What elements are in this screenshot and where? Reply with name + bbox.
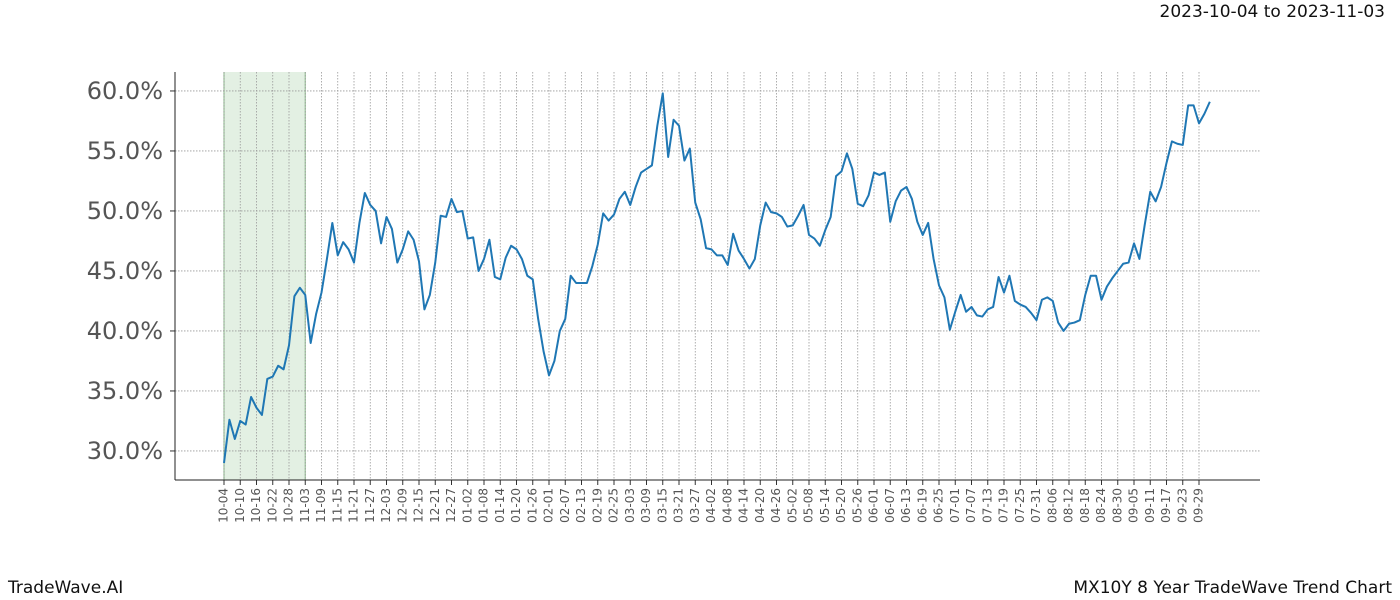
x-tick-label: 06-13 <box>899 488 913 523</box>
y-tick-label: 40.0% <box>87 317 163 345</box>
x-tick-label: 07-25 <box>1013 488 1027 523</box>
highlight-band <box>224 72 306 480</box>
x-tick-label: 02-07 <box>558 488 572 523</box>
x-tick-label: 04-02 <box>704 488 718 523</box>
x-tick-label: 04-14 <box>737 488 751 523</box>
x-tick-label: 06-01 <box>867 488 881 523</box>
x-tick-label: 05-26 <box>850 488 864 523</box>
footer-right: MX10Y 8 Year TradeWave Trend Chart <box>1073 578 1392 598</box>
x-tick-label: 02-01 <box>542 488 556 523</box>
x-tick-label: 06-19 <box>915 488 929 523</box>
x-tick-label: 02-25 <box>607 488 621 523</box>
x-tick-label: 11-03 <box>298 488 312 523</box>
x-tick-label: 01-14 <box>493 488 507 523</box>
x-tick-label: 07-31 <box>1029 488 1043 523</box>
x-tick-label: 02-19 <box>590 488 604 523</box>
x-tick-label: 07-07 <box>964 488 978 523</box>
x-tick-label: 12-15 <box>412 488 426 523</box>
x-tick-label: 08-24 <box>1094 488 1108 523</box>
x-tick-label: 06-25 <box>932 488 946 523</box>
y-tick-label: 60.0% <box>87 77 163 105</box>
x-tick-label: 09-23 <box>1175 488 1189 523</box>
x-tick-label: 05-02 <box>785 488 799 523</box>
x-tick-label: 12-09 <box>395 488 409 523</box>
x-tick-label: 03-15 <box>655 488 669 523</box>
y-tick-label: 35.0% <box>87 377 163 405</box>
y-tick-label: 30.0% <box>87 437 163 465</box>
x-tick-label: 11-15 <box>330 488 344 523</box>
x-tick-label: 11-21 <box>347 488 361 523</box>
x-tick-label: 04-20 <box>753 488 767 523</box>
x-tick-label: 01-02 <box>460 488 474 523</box>
x-tick-label: 09-11 <box>1143 488 1157 523</box>
x-tick-label: 02-13 <box>574 488 588 523</box>
x-tick-label: 12-27 <box>444 488 458 523</box>
x-tick-label: 10-28 <box>282 488 296 523</box>
x-tick-label: 10-22 <box>265 488 279 523</box>
x-tick-label: 12-21 <box>428 488 442 523</box>
x-tick-label: 09-29 <box>1192 488 1206 523</box>
x-tick-label: 03-09 <box>639 488 653 523</box>
y-tick-label: 55.0% <box>87 137 163 165</box>
x-tick-label: 08-18 <box>1078 488 1092 523</box>
x-tick-label: 07-13 <box>980 488 994 523</box>
x-tick-label: 12-03 <box>379 488 393 523</box>
data-line <box>223 92 1211 464</box>
footer-left: TradeWave.AI <box>7 578 123 598</box>
x-tick-label: 10-04 <box>217 488 231 523</box>
x-tick-label: 10-10 <box>233 488 247 523</box>
x-tick-label: 09-05 <box>1127 488 1141 523</box>
x-tick-label: 10-16 <box>249 488 263 523</box>
x-tick-label: 04-26 <box>769 488 783 523</box>
x-tick-label: 11-09 <box>314 488 328 523</box>
x-tick-label: 04-08 <box>720 488 734 523</box>
x-tick-label: 08-06 <box>1045 488 1059 523</box>
x-tick-label: 08-12 <box>1062 488 1076 523</box>
chart-title: 2023-10-04 to 2023-11-03 <box>1160 2 1385 22</box>
x-tick-label: 09-17 <box>1159 488 1173 523</box>
x-tick-label: 01-20 <box>509 488 523 523</box>
x-tick-label: 05-08 <box>802 488 816 523</box>
x-tick-label: 03-21 <box>672 488 686 523</box>
y-tick-label: 50.0% <box>87 197 163 225</box>
x-tick-label: 03-27 <box>688 488 702 523</box>
x-tick-label: 06-07 <box>883 488 897 523</box>
x-tick-label: 08-30 <box>1110 488 1124 523</box>
x-tick-label: 05-14 <box>818 488 832 523</box>
x-tick-label: 01-08 <box>477 488 491 523</box>
x-tick-label: 07-01 <box>948 488 962 523</box>
x-tick-label: 05-20 <box>834 488 848 523</box>
x-tick-label: 01-26 <box>525 488 539 523</box>
x-tick-label: 07-19 <box>997 488 1011 523</box>
x-tick-label: 11-27 <box>363 488 377 523</box>
y-tick-label: 45.0% <box>87 257 163 285</box>
x-tick-label: 03-03 <box>623 488 637 523</box>
